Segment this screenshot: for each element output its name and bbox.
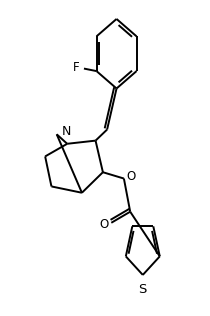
Text: O: O — [100, 218, 109, 231]
Text: O: O — [126, 169, 136, 183]
Text: N: N — [62, 125, 71, 138]
Text: F: F — [73, 61, 80, 74]
Text: S: S — [139, 283, 147, 296]
